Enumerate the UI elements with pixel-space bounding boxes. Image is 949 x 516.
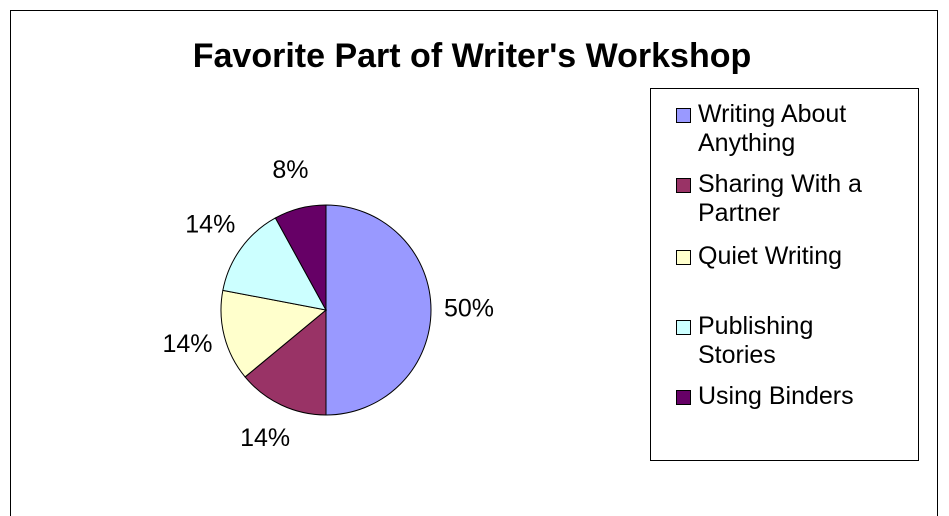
- legend-swatch: [676, 178, 691, 193]
- legend-swatch: [676, 250, 691, 265]
- legend-item: Publishing Stories: [676, 312, 906, 370]
- legend-label: Publishing Stories: [698, 312, 814, 369]
- chart-title: Favorite Part of Writer's Workshop: [193, 37, 752, 75]
- legend-item: Sharing With a Partner: [676, 170, 906, 228]
- data-label: 14%: [162, 330, 212, 358]
- legend-swatch: [676, 390, 691, 405]
- data-label: 50%: [444, 295, 494, 323]
- legend-label: Sharing With a Partner: [698, 170, 862, 227]
- pie-slice: [222, 217, 327, 311]
- data-label: 8%: [272, 156, 308, 184]
- legend-item: Writing About Anything: [676, 100, 906, 158]
- legend-item: Using Binders: [676, 382, 906, 411]
- pie-slice: [220, 289, 328, 378]
- legend-item: Quiet Writing: [676, 242, 906, 271]
- legend-label: Using Binders: [698, 382, 854, 410]
- legend-swatch: [676, 108, 691, 123]
- legend-box: [650, 88, 919, 461]
- pie-slice: [325, 204, 432, 416]
- data-label: 14%: [240, 424, 290, 452]
- legend-swatch: [676, 320, 691, 335]
- data-label: 14%: [185, 211, 235, 239]
- pie-slice: [244, 308, 327, 416]
- legend-label: Writing About Anything: [698, 100, 847, 157]
- legend-label: Quiet Writing: [698, 242, 843, 270]
- pie-slice: [274, 204, 327, 311]
